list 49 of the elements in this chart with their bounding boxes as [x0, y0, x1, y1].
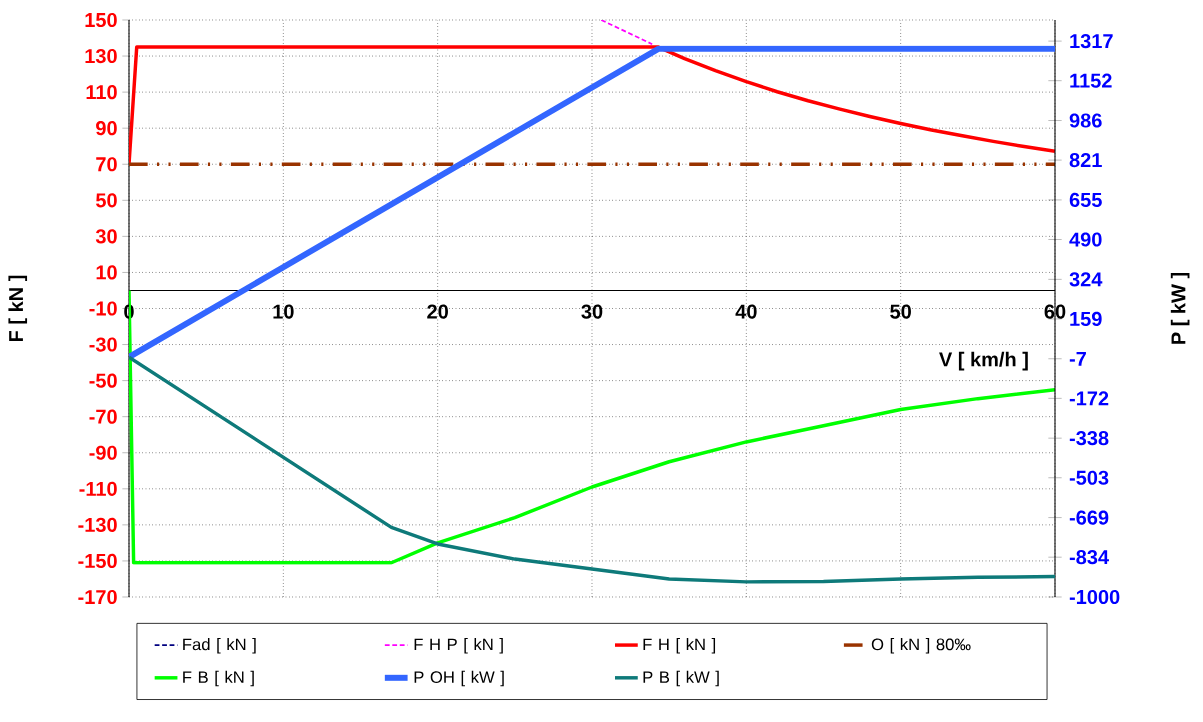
y2-tick-label: 821: [1069, 153, 1102, 168]
y2-tick-label: -834: [1069, 550, 1109, 565]
legend-label: P B [ kW ]: [643, 670, 719, 687]
legend-label: O [ kN ] 80‰: [871, 638, 971, 654]
y2-axis-title: P [ kW ]: [1170, 272, 1190, 344]
y-tick-label: -110: [79, 481, 117, 496]
line-series: [129, 45, 1055, 166]
y-tick-label: -150: [78, 553, 117, 569]
legend-label: Fad [ kN ]: [183, 638, 256, 654]
y-tick-label: -90: [89, 445, 117, 460]
y-axis-title: F [ kN ]: [8, 275, 28, 342]
x-axis-title: V [ km/h ]: [939, 351, 1028, 371]
y2-tick-label: 490: [1069, 232, 1102, 247]
y2-tick-label: 655: [1069, 192, 1102, 208]
y2-tick-label: -1000: [1069, 589, 1120, 605]
y2-tick-label: 159: [1070, 311, 1102, 327]
y2-tick-label: 1317: [1070, 34, 1113, 49]
y-tick-label: -130: [78, 517, 117, 532]
y-tick-label: 90: [96, 121, 117, 136]
y-tick-label: -30: [89, 337, 117, 352]
y-tick-label: -50: [89, 373, 117, 388]
y-tick-label: 50: [95, 193, 117, 208]
x-tick-label: 10: [273, 304, 294, 319]
legend-label: F B [ kN ]: [183, 670, 254, 687]
y2-tick-label: 324: [1069, 272, 1103, 287]
y-tick-label: 110: [86, 85, 117, 100]
y-tick-label: 70: [96, 157, 117, 172]
x-tick-label: 40: [735, 304, 757, 319]
legend-label: F H [ kN ]: [643, 638, 716, 654]
y2-tick-label: -338: [1069, 431, 1109, 446]
legend-label: P OH [ kW ]: [414, 670, 504, 687]
x-tick-label: 20: [427, 304, 448, 319]
y-tick-label: 30: [95, 229, 117, 244]
x-tick-label: 50: [890, 304, 911, 319]
y-tick-label: -70: [89, 409, 117, 424]
y2-tick-label: -7: [1069, 351, 1086, 366]
y-tick-label: -10: [89, 301, 117, 316]
y2-tick-label: -669: [1069, 510, 1109, 525]
y2-tick-label: -503: [1069, 470, 1109, 485]
y-tick-label: -170: [78, 589, 117, 605]
y-tick-label: 10: [96, 265, 117, 280]
y2-tick-label: -172: [1069, 391, 1109, 406]
y-tick-label: 150: [85, 12, 117, 28]
legend-label: F H P [ kN ]: [414, 638, 503, 654]
y-tick-label: 130: [85, 48, 117, 64]
y2-tick-label: 1152: [1070, 73, 1112, 88]
x-tick-label: 60: [1044, 304, 1066, 319]
x-tick-label: 30: [581, 304, 603, 319]
y2-tick-label: 986: [1069, 113, 1102, 128]
